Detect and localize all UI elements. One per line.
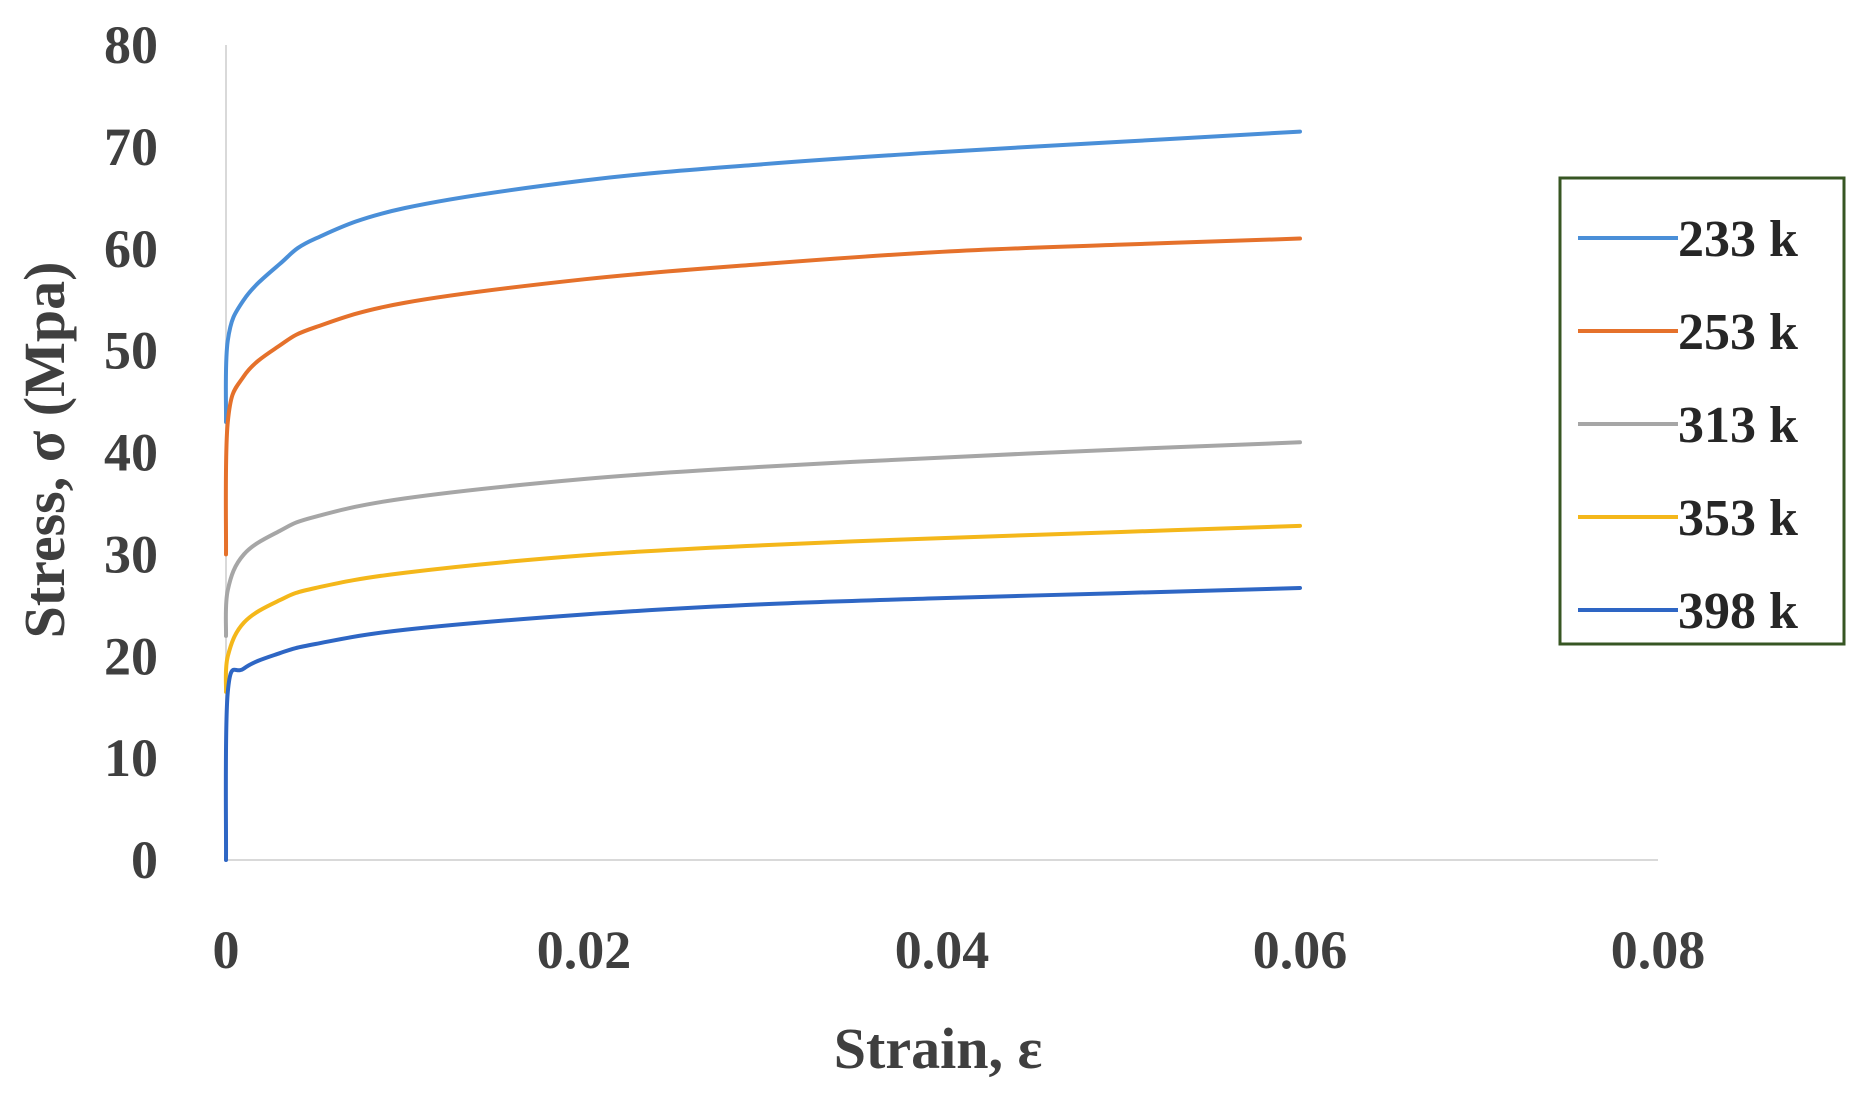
- x-axis-title: Strain, ε: [834, 1016, 1042, 1081]
- y-tick-label: 10: [104, 728, 158, 788]
- y-tick-label: 0: [131, 830, 158, 890]
- series-line-398-k: [223, 585, 1302, 862]
- legend-entry: 253 k: [1578, 304, 1798, 361]
- legend: 233 k 253 k 313 k 353 k 398 k: [1558, 176, 1846, 646]
- x-tick-label: 0.04: [895, 920, 990, 980]
- legend-label: 253 k: [1678, 304, 1798, 361]
- y-tick-label: 60: [104, 219, 158, 279]
- legend-entry: 233 k: [1578, 211, 1798, 268]
- series-lines: [223, 129, 1302, 862]
- series-line-313-k: [223, 440, 1302, 638]
- y-tick-label: 80: [104, 15, 158, 75]
- y-tick-label: 30: [104, 524, 158, 584]
- x-tick-labels: 0 0.02 0.04 0.06 0.08: [213, 920, 1706, 980]
- legend-entry: 353 k: [1578, 490, 1798, 547]
- y-tick-label: 20: [104, 626, 158, 686]
- legend-entry: 398 k: [1578, 583, 1798, 640]
- legend-items: 233 k 253 k 313 k 353 k 398 k: [1578, 211, 1798, 640]
- x-tick-label: 0.06: [1253, 920, 1348, 980]
- y-tick-label: 70: [104, 117, 158, 177]
- legend-label: 353 k: [1678, 490, 1798, 547]
- series-line-353-k: [223, 523, 1302, 694]
- y-tick-labels: 0 10 20 30 40 50 60 70 80: [104, 15, 158, 890]
- x-tick-label: 0.02: [537, 920, 632, 980]
- legend-label: 313 k: [1678, 397, 1798, 454]
- legend-box: [1558, 176, 1846, 646]
- y-tick-label: 40: [104, 423, 158, 483]
- legend-label: 233 k: [1678, 211, 1798, 268]
- x-tick-label: 0: [213, 920, 240, 980]
- series-line-233-k: [223, 129, 1302, 424]
- legend-entry: 313 k: [1578, 397, 1798, 454]
- legend-label: 398 k: [1678, 583, 1798, 640]
- series-line-253-k: [223, 236, 1302, 557]
- y-axis-title: Stress, σ (Mpa): [12, 262, 77, 639]
- axes: [225, 45, 1658, 861]
- y-tick-label: 50: [104, 321, 158, 381]
- x-tick-label: 0.08: [1611, 920, 1706, 980]
